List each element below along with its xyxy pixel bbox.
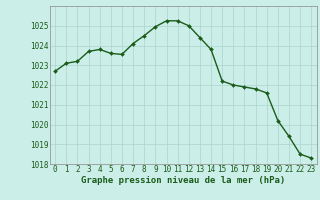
X-axis label: Graphe pression niveau de la mer (hPa): Graphe pression niveau de la mer (hPa): [81, 176, 285, 185]
